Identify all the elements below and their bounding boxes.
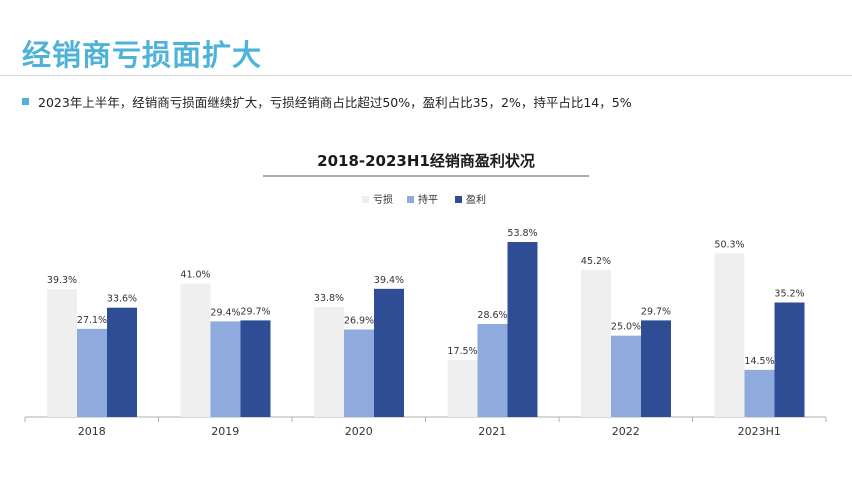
bullet-square-icon bbox=[22, 98, 29, 105]
data-label: 25.0% bbox=[611, 322, 641, 333]
legend-swatch bbox=[407, 196, 414, 203]
bar bbox=[477, 323, 508, 417]
title-divider bbox=[0, 75, 852, 76]
data-label: 28.6% bbox=[477, 310, 507, 321]
data-label: 35.2% bbox=[774, 289, 804, 300]
legend-swatch bbox=[455, 196, 462, 203]
bullet-text: 2023年上半年，经销商亏损面继续扩大，亏损经销商占比超过50%，盈利占比35，… bbox=[38, 95, 632, 110]
bar bbox=[641, 320, 671, 417]
data-label: 29.7% bbox=[641, 306, 671, 317]
legend-label: 盈利 bbox=[466, 194, 486, 206]
bar bbox=[374, 288, 404, 417]
x-tick-label: 2022 bbox=[612, 425, 640, 438]
legend-swatch bbox=[362, 196, 369, 203]
x-tick-label: 2021 bbox=[478, 425, 506, 438]
data-label: 41.0% bbox=[180, 270, 210, 281]
data-label: 45.2% bbox=[581, 256, 611, 267]
bar bbox=[507, 242, 538, 417]
page-title: 经销商亏损面扩大 bbox=[22, 38, 263, 72]
chart-title: 2018-2023H1经销商盈利状况 bbox=[317, 152, 535, 170]
data-label: 26.9% bbox=[344, 316, 374, 327]
data-label: 14.5% bbox=[744, 356, 774, 367]
data-label: 53.8% bbox=[507, 228, 537, 239]
data-label: 50.3% bbox=[714, 239, 744, 250]
bar bbox=[314, 307, 344, 417]
data-label: 39.4% bbox=[374, 275, 404, 286]
bar bbox=[714, 253, 745, 417]
x-tick-label: 2018 bbox=[78, 425, 106, 438]
bar bbox=[240, 320, 271, 417]
x-tick-label: 2020 bbox=[345, 425, 373, 438]
bar bbox=[47, 289, 77, 417]
bar bbox=[107, 307, 137, 417]
x-tick-label: 2023H1 bbox=[738, 425, 781, 438]
bar bbox=[581, 269, 611, 417]
data-label: 33.6% bbox=[107, 294, 137, 305]
data-label: 17.5% bbox=[447, 346, 477, 357]
data-label: 27.1% bbox=[77, 315, 107, 326]
bar bbox=[611, 335, 641, 417]
legend-label: 持平 bbox=[418, 193, 438, 206]
bar bbox=[77, 328, 107, 417]
data-label: 29.4% bbox=[210, 307, 240, 318]
bar bbox=[447, 360, 478, 417]
data-label: 29.7% bbox=[240, 306, 270, 317]
data-label: 33.8% bbox=[314, 293, 344, 304]
bar bbox=[180, 283, 211, 417]
bullet-point: 2023年上半年，经销商亏损面继续扩大，亏损经销商占比超过50%，盈利占比35，… bbox=[22, 92, 632, 111]
data-label: 39.3% bbox=[47, 275, 77, 286]
bar bbox=[210, 321, 241, 417]
x-tick-label: 2019 bbox=[211, 425, 239, 438]
legend-label: 亏损 bbox=[373, 193, 393, 206]
bar bbox=[774, 302, 805, 417]
bar bbox=[744, 369, 775, 417]
bar bbox=[344, 329, 374, 417]
